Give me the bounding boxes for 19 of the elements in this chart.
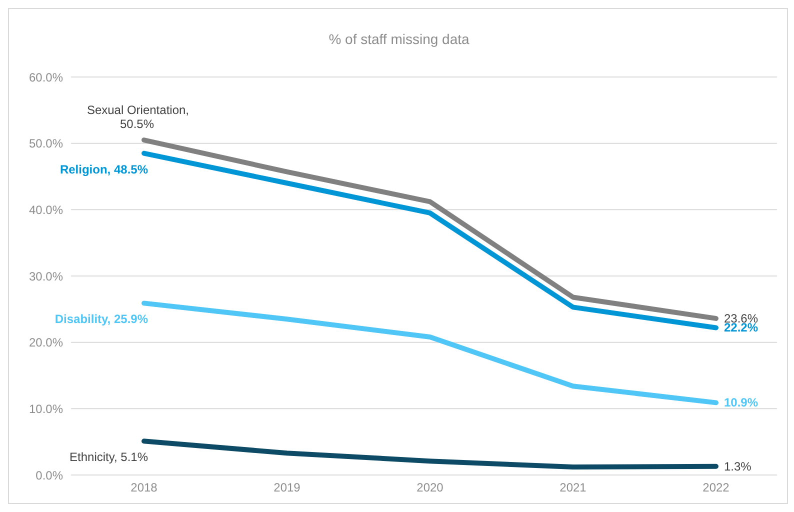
- x-tick-label: 2018: [130, 480, 158, 495]
- annotation: 1.3%: [724, 459, 752, 474]
- y-tick-label: 40.0%: [28, 202, 64, 217]
- x-tick-label: 2020: [416, 480, 444, 495]
- annotation: Ethnicity, 5.1%: [70, 450, 148, 464]
- annotation: Sexual Orientation, 50.5%: [86, 103, 189, 132]
- chart-title: % of staff missing data: [328, 31, 470, 47]
- x-tick-label: 2021: [560, 480, 587, 495]
- y-tick-label: 60.0%: [28, 70, 64, 84]
- x-tick-label: 2022: [702, 480, 730, 495]
- annotation: Religion, 48.5%: [60, 162, 148, 176]
- y-tick-label: 50.0%: [28, 136, 64, 151]
- x-tick-label: 2019: [274, 480, 301, 495]
- y-tick-label: 30.0%: [28, 269, 64, 284]
- y-tick-label: 0.0%: [36, 468, 64, 482]
- y-tick-label: 20.0%: [28, 336, 64, 350]
- annotation: Disability, 25.9%: [54, 312, 148, 326]
- y-tick-label: 10.0%: [28, 402, 64, 416]
- annotation: 10.9%: [724, 396, 758, 410]
